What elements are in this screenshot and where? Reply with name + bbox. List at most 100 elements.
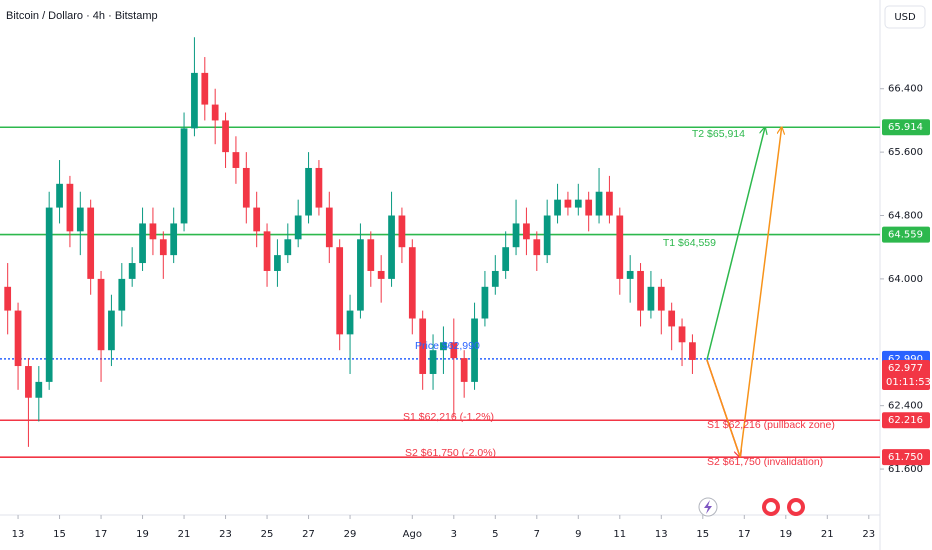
y-tick-label: 61.600 — [888, 464, 923, 475]
candle-body — [191, 72, 198, 129]
candle-body — [543, 215, 551, 256]
candle-body — [66, 183, 74, 232]
y-tick-label: 64.800 — [888, 211, 923, 222]
candle-body — [523, 223, 530, 240]
last-price-badge — [882, 359, 930, 390]
flag-icon-inner — [766, 502, 776, 512]
x-tick-label: 19 — [136, 529, 149, 540]
candle-body — [263, 231, 271, 271]
candle-body — [305, 167, 312, 216]
price-badge — [882, 412, 930, 429]
last-price-label: 62.977 — [888, 363, 923, 374]
price-badge-label: 62.990 — [888, 354, 923, 365]
candle-body — [616, 215, 624, 279]
x-tick-label: 17 — [738, 529, 751, 540]
candle-body — [56, 183, 63, 208]
candle-body — [97, 278, 105, 351]
annotation: S1 $62,216 (-1.2%) — [403, 411, 494, 423]
price-badge-label: 65.914 — [888, 122, 923, 133]
candle-body — [512, 223, 520, 248]
candle-body — [35, 381, 43, 398]
x-tick-label: 23 — [862, 529, 875, 540]
x-tick-label: 13 — [655, 529, 668, 540]
candle-body — [357, 239, 364, 311]
candle-body — [139, 223, 146, 264]
y-tick-label: 64.000 — [888, 274, 923, 285]
x-tick-label: 7 — [534, 529, 540, 540]
currency: USD — [894, 12, 916, 23]
candle-body — [460, 358, 468, 382]
candle-body — [606, 191, 613, 216]
candle-body — [159, 239, 167, 256]
candle-body — [502, 247, 510, 271]
x-tick-label: 29 — [344, 529, 357, 540]
price-badge-label: 64.559 — [888, 230, 923, 241]
y-tick-label: 66.400 — [888, 84, 923, 95]
x-tick-label: 27 — [302, 529, 315, 540]
x-tick-label: 15 — [53, 529, 66, 540]
x-tick-label: 15 — [696, 529, 709, 540]
candle-body — [232, 152, 240, 168]
y-tick-label: 62.400 — [888, 401, 923, 412]
candle-body — [419, 318, 427, 374]
candle-body — [149, 223, 157, 240]
candle-body — [76, 207, 84, 232]
currency-button[interactable] — [884, 5, 926, 29]
countdown: 01:11:53 — [886, 377, 931, 388]
candle-body — [471, 318, 478, 382]
candle-body — [533, 239, 541, 256]
candle-body — [211, 104, 219, 121]
flag-icon-inner — [791, 502, 801, 512]
x-tick-label: Ago — [403, 529, 422, 540]
candle-body — [14, 310, 22, 367]
annotation: T2 $65,914 — [692, 128, 745, 140]
price-badge-label: 61.750 — [888, 452, 923, 463]
candle-body — [315, 167, 323, 208]
y-tick-label: 65.600 — [888, 147, 923, 158]
annotation: Price $62,990 — [415, 340, 480, 352]
x-tick-label: 9 — [575, 529, 581, 540]
x-tick-label: 21 — [178, 529, 191, 540]
x-tick-label: 13 — [12, 529, 25, 540]
x-tick-label: 25 — [261, 529, 274, 540]
candle-body — [408, 247, 416, 319]
price-badge — [882, 119, 930, 136]
candle-body — [647, 286, 655, 311]
candle-body — [678, 326, 686, 343]
x-tick-label: 11 — [613, 529, 626, 540]
candle-body — [440, 342, 447, 351]
candle-body — [87, 207, 95, 279]
candle-body — [689, 342, 696, 360]
price-badge — [882, 449, 930, 466]
candle-body — [325, 207, 333, 248]
candle-body — [388, 215, 395, 279]
candle-body — [222, 120, 229, 153]
candle-body — [118, 278, 126, 311]
candle-body — [668, 310, 676, 327]
candle-body — [657, 286, 665, 311]
candle-body — [346, 310, 354, 335]
x-tick-label: 23 — [219, 529, 232, 540]
candle-body — [170, 223, 178, 256]
candle-body — [398, 215, 406, 248]
annotation: S2 $61,750 (invalidation) — [707, 456, 823, 468]
candle-body — [585, 199, 593, 216]
candle-body — [626, 270, 634, 279]
x-tick-label: 19 — [779, 529, 792, 540]
candle-body — [45, 207, 53, 382]
candle-body — [595, 191, 603, 216]
candle-body — [377, 270, 385, 279]
candle-body — [180, 128, 188, 224]
chart-title: Bitcoin / Dollaro · 4h · Bitstamp — [6, 10, 158, 22]
x-tick-label: 3 — [451, 529, 457, 540]
x-tick-label: 5 — [492, 529, 498, 540]
candle-body — [284, 239, 292, 256]
candle-body — [450, 342, 458, 359]
candle-body — [294, 215, 302, 240]
candle-body — [25, 366, 32, 398]
candle-body — [491, 270, 499, 287]
candle-body — [253, 207, 261, 232]
lightning-icon — [704, 500, 712, 514]
